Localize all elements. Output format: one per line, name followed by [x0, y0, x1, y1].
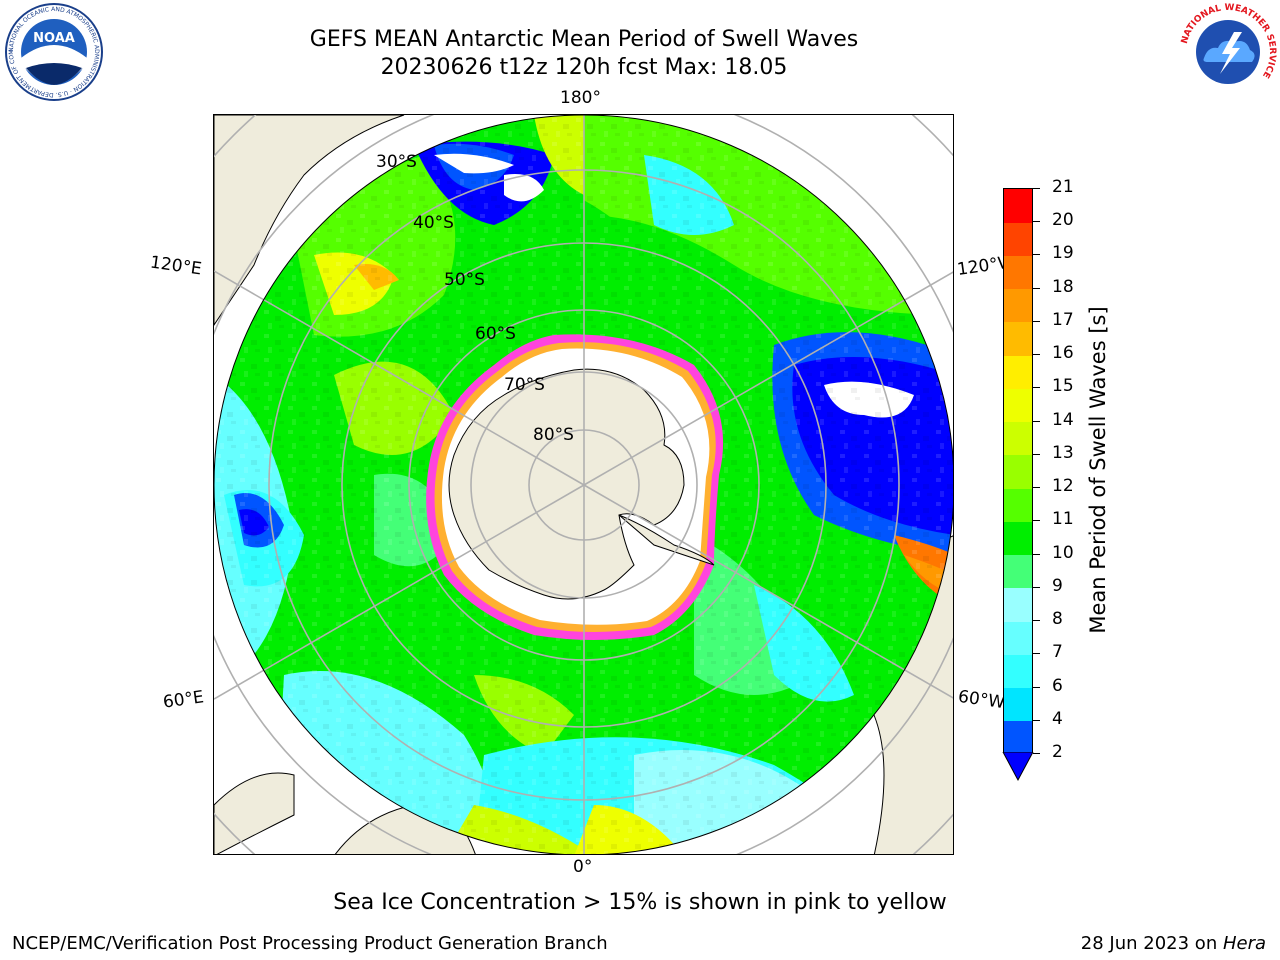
colorbar-segment — [1004, 587, 1032, 622]
lon-label-120e: 120°E — [148, 252, 203, 280]
colorbar-tick — [1033, 487, 1040, 489]
colorbar-segment — [1004, 488, 1032, 522]
colorbar-tick-label: 16 — [1052, 343, 1074, 364]
colorbar-segment — [1004, 521, 1032, 556]
colorbar-tick-label: 17 — [1052, 309, 1074, 330]
colorbar-tick — [1033, 420, 1040, 422]
colorbar-tick-label: 14 — [1052, 409, 1074, 430]
colorbar-segment — [1004, 454, 1032, 489]
antarctica — [448, 368, 685, 600]
lat-label-60s: 60°S — [475, 324, 516, 344]
colorbar-tick — [1033, 354, 1040, 356]
colorbar-tick — [1033, 586, 1040, 588]
credit-date-text: 28 Jun 2023 on — [1080, 933, 1223, 954]
colorbar-tick — [1033, 287, 1040, 289]
colorbar-tick-label: 8 — [1052, 609, 1063, 630]
colorbar-tick-label: 9 — [1052, 575, 1063, 596]
chart-subtitle: 20230626 t12z 120h fcst Max: 18.05 — [380, 55, 788, 80]
credit-machine: Hera — [1222, 933, 1266, 954]
colorbar-tick-label: 18 — [1052, 276, 1074, 297]
colorbar-segment — [1004, 421, 1032, 456]
colorbar-tick — [1033, 188, 1040, 189]
colorbar-segment — [1004, 355, 1032, 389]
colorbar-segment — [1004, 720, 1032, 755]
colorbar-segment — [1004, 687, 1032, 722]
credit-branch: NCEP/EMC/Verification Post Processing Pr… — [12, 933, 608, 954]
credit-date: 28 Jun 2023 on Hera — [1081, 933, 1266, 954]
colorbar-segment — [1004, 288, 1032, 323]
noaa-logo: NATIONAL OCEANIC AND ATMOSPHERIC ADMINIS… — [4, 2, 103, 101]
colorbar-tick — [1033, 221, 1040, 223]
colorbar-tick-label: 4 — [1052, 708, 1063, 729]
colorbar-segment — [1004, 554, 1032, 589]
colorbar-tick-label: 19 — [1052, 243, 1074, 264]
sea-ice-footnote: Sea Ice Concentration > 15% is shown in … — [333, 890, 947, 915]
colorbar-segment — [1004, 321, 1032, 356]
colorbar-segment — [1004, 388, 1032, 423]
colorbar-tick — [1033, 653, 1040, 655]
lon-label-60e: 60°E — [161, 687, 206, 713]
lon-label-180: 180° — [560, 88, 601, 108]
colorbar-tick-label: 21 — [1052, 177, 1074, 197]
colorbar-tick — [1033, 387, 1040, 389]
colorbar-tick-label: 6 — [1052, 675, 1063, 696]
colorbar-segment — [1004, 222, 1032, 256]
lat-label-80s: 80°S — [533, 425, 574, 445]
colorbar-tick-label: 7 — [1052, 642, 1063, 663]
colorbar-tick-label: 20 — [1052, 210, 1074, 231]
lon-label-0: 0° — [573, 857, 593, 877]
colorbar-title: Mean Period of Swell Waves [s] — [1086, 306, 1110, 634]
colorbar-tick-label: 12 — [1052, 476, 1074, 497]
colorbar-tick — [1033, 719, 1040, 721]
lat-label-70s: 70°S — [504, 375, 545, 395]
colorbar-tick — [1033, 753, 1040, 754]
colorbar-tick — [1033, 686, 1040, 688]
colorbar-segment — [1004, 654, 1032, 689]
nws-logo: NATIONAL WEATHER SERVICE — [1180, 3, 1277, 100]
colorbar-tick-label: 10 — [1052, 542, 1074, 563]
colorbar-tick — [1033, 520, 1040, 522]
graticule — [214, 115, 953, 854]
colorbar-tick — [1033, 553, 1040, 555]
chart-title: GEFS MEAN Antarctic Mean Period of Swell… — [309, 27, 859, 52]
lon-label-60w: 60°W — [956, 686, 1007, 714]
colorbar-tick — [1033, 620, 1040, 622]
colorbar-tick-label: 13 — [1052, 442, 1074, 463]
colorbar-tick — [1033, 320, 1040, 322]
colorbar-under-arrow — [1002, 752, 1034, 782]
colorbar-tick-label: 11 — [1052, 509, 1074, 530]
colorbar — [1003, 188, 1033, 755]
colorbar-tick — [1033, 453, 1040, 455]
lat-label-40s: 40°S — [413, 213, 454, 233]
colorbar-tick — [1033, 254, 1040, 256]
colorbar-segment — [1004, 189, 1032, 223]
colorbar-segment — [1004, 621, 1032, 655]
colorbar-tick-label: 15 — [1052, 376, 1074, 397]
polar-map — [213, 114, 954, 855]
lat-label-50s: 50°S — [444, 270, 485, 290]
lat-label-30s: 30°S — [376, 152, 417, 172]
noaa-logo-text: NOAA — [33, 31, 75, 46]
colorbar-tick-label: 2 — [1052, 742, 1063, 762]
colorbar-segment — [1004, 255, 1032, 290]
